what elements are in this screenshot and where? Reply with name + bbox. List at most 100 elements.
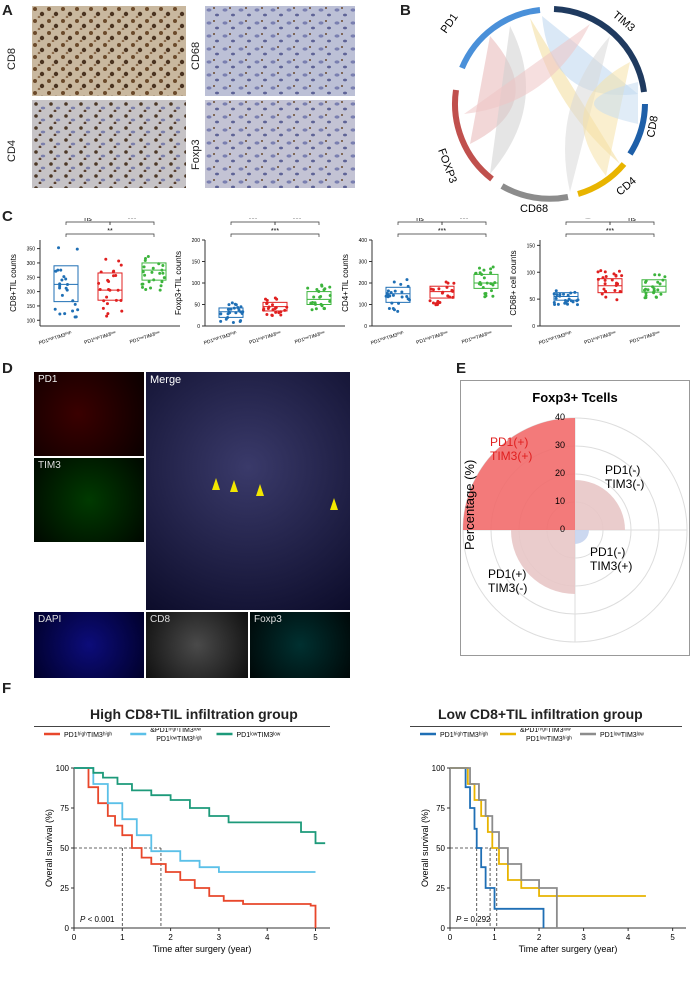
wedge-pd1pos-tim3neg	[511, 530, 575, 594]
y-tick-label: 100	[432, 764, 446, 773]
data-point	[314, 307, 318, 311]
data-point	[119, 263, 123, 267]
legend-label: &PD1ʰⁱᵍʰTIM3ˡᵒʷ	[150, 728, 201, 734]
x-tick-label: PD1ʰⁱᵍʰTIM3ˡᵒʷ	[83, 329, 117, 346]
arc-cd68	[500, 183, 569, 202]
y-tick-label: 100	[192, 281, 201, 287]
data-point	[391, 306, 395, 310]
data-point	[271, 308, 275, 312]
data-point	[491, 294, 495, 298]
y-tick-label: 0	[364, 324, 367, 330]
polar-tick: 0	[560, 524, 565, 534]
data-point	[75, 247, 79, 251]
data-point	[105, 302, 109, 306]
panel-letter-a: A	[2, 2, 13, 19]
arrow-marker	[230, 480, 238, 492]
polar-label-pp-2: TIM3(+)	[490, 449, 532, 463]
data-point	[555, 293, 559, 297]
data-point	[328, 285, 332, 289]
data-point	[73, 302, 77, 306]
polar-ylabel: Percentage (%)	[462, 460, 477, 550]
data-point	[566, 302, 570, 306]
data-point	[59, 268, 63, 272]
fluor-cd8: CD8	[146, 612, 248, 678]
data-point	[105, 314, 109, 318]
y-tick-label: 300	[27, 261, 36, 267]
x-tick-label: PD1ˡᵒʷTIM3ˡᵒʷ	[629, 330, 661, 346]
data-point	[479, 283, 483, 287]
data-point	[227, 303, 231, 307]
significance-label: ***	[271, 228, 279, 235]
micrograph-cd4	[32, 100, 186, 188]
data-point	[562, 292, 566, 296]
data-point	[656, 288, 660, 292]
label-cd68: CD68	[190, 41, 202, 70]
data-point	[596, 270, 600, 274]
data-point	[62, 275, 66, 279]
x-tick-label: PD1ʰⁱᵍʰTIM3ʰⁱᵍʰ	[203, 329, 238, 346]
merge-overlay	[212, 478, 338, 510]
data-point	[306, 286, 310, 290]
box	[385, 286, 411, 303]
data-point	[599, 269, 603, 273]
significance-label: ns	[628, 218, 636, 223]
data-point	[231, 320, 235, 324]
x-tick-label: 3	[581, 933, 586, 942]
panel-f-km: PD1ʰⁱᵍʰTIM3ʰⁱᵍʰ&PD1ʰⁱᵍʰTIM3ˡᵒʷPD1ˡᵒʷTIM3…	[44, 728, 686, 954]
legend-label: PD1ˡᵒʷTIM3ˡᵒʷ	[237, 732, 281, 739]
data-point	[149, 286, 153, 290]
survival-curve	[450, 767, 646, 897]
data-point	[71, 309, 75, 313]
data-point	[270, 303, 274, 307]
survival-curve	[74, 767, 326, 845]
polar-label-np-2: TIM3(+)	[590, 559, 632, 573]
significance-label: ns	[416, 218, 424, 223]
arrow-marker	[212, 478, 220, 490]
km-right-title-rule	[410, 726, 682, 727]
data-point	[653, 273, 657, 277]
panel-letter-d: D	[2, 360, 13, 377]
data-point	[482, 276, 486, 280]
data-point	[614, 273, 618, 277]
data-point	[274, 310, 278, 314]
data-point	[117, 259, 121, 263]
data-point	[405, 294, 409, 298]
panel-letter-e: E	[456, 360, 467, 377]
x-tick-label: PD1ʰⁱᵍʰTIM3ˡᵒʷ	[248, 329, 282, 346]
data-point	[219, 319, 223, 323]
y-tick-label: 150	[27, 304, 36, 310]
data-point	[428, 299, 432, 303]
significance-bracket	[109, 221, 155, 225]
y-tick-label: 200	[192, 238, 201, 244]
data-point	[74, 315, 78, 319]
y-axis-label: CD4+TIL counts	[341, 254, 350, 312]
data-point	[407, 298, 411, 302]
x-tick-label: 1	[492, 933, 497, 942]
y-tick-label: 0	[441, 924, 446, 933]
data-point	[554, 289, 558, 293]
polar-label-nn-2: TIM3(-)	[605, 477, 644, 491]
chord-label-cd8: CD8	[645, 115, 661, 139]
ribbon-tim3-cd8	[594, 82, 638, 124]
data-point	[440, 291, 444, 295]
y-tick-label: 350	[27, 247, 36, 253]
fluor-label-dapi: DAPI	[38, 614, 62, 625]
x-tick-label: 4	[265, 933, 270, 942]
legend-label: PD1ˡᵒʷTIM3ˡᵒʷ	[600, 732, 644, 739]
data-point	[105, 295, 109, 299]
data-point	[604, 289, 608, 293]
wedge-pd1pos-tim3pos	[463, 418, 575, 530]
x-tick-label: PD1ʰⁱᵍʰTIM3ʰⁱᵍʰ	[38, 329, 73, 346]
data-point	[617, 269, 621, 273]
data-point	[431, 301, 435, 305]
data-point	[658, 282, 662, 286]
box	[429, 285, 455, 299]
data-point	[620, 274, 624, 278]
data-point	[444, 280, 448, 284]
y-tick-label: 50	[60, 844, 69, 853]
data-point	[57, 246, 61, 250]
chord-label-cd68: CD68	[520, 203, 548, 212]
data-point	[400, 295, 404, 299]
y-tick-label: 0	[65, 924, 70, 933]
significance-label: ***	[249, 218, 257, 223]
